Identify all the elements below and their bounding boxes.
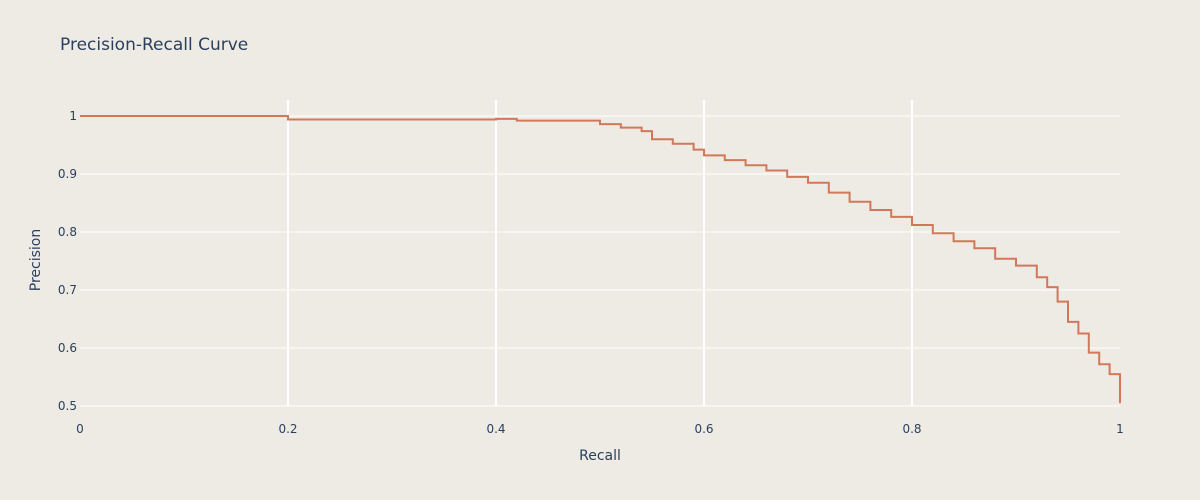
tick-layer: 0 0.2 0.4 0.6 0.8 1 0.5 0.6 0.7 0.8 0.9 1 [58,109,1124,436]
x-tick-label: 0.2 [278,422,297,436]
y-tick-label: 0.6 [58,341,77,355]
y-tick-label: 0.9 [58,167,77,181]
y-tick-label: 0.8 [58,225,77,239]
y-tick-label: 0.5 [58,399,77,413]
x-tick-label: 0.8 [902,422,921,436]
x-axis-title: Recall [579,448,621,464]
y-tick-label: 1 [69,109,77,123]
y-tick-label: 0.7 [58,283,77,297]
pr-curve-line [80,115,1121,404]
x-tick-label: 0.6 [694,422,713,436]
grid-layer [80,100,1120,407]
series-layer [80,115,1121,404]
y-axis-title: Precision [28,229,44,291]
x-tick-label: 0 [76,422,84,436]
chart-title: Precision-Recall Curve [60,35,248,55]
x-tick-label: 1 [1116,422,1124,436]
x-tick-label: 0.4 [486,422,505,436]
